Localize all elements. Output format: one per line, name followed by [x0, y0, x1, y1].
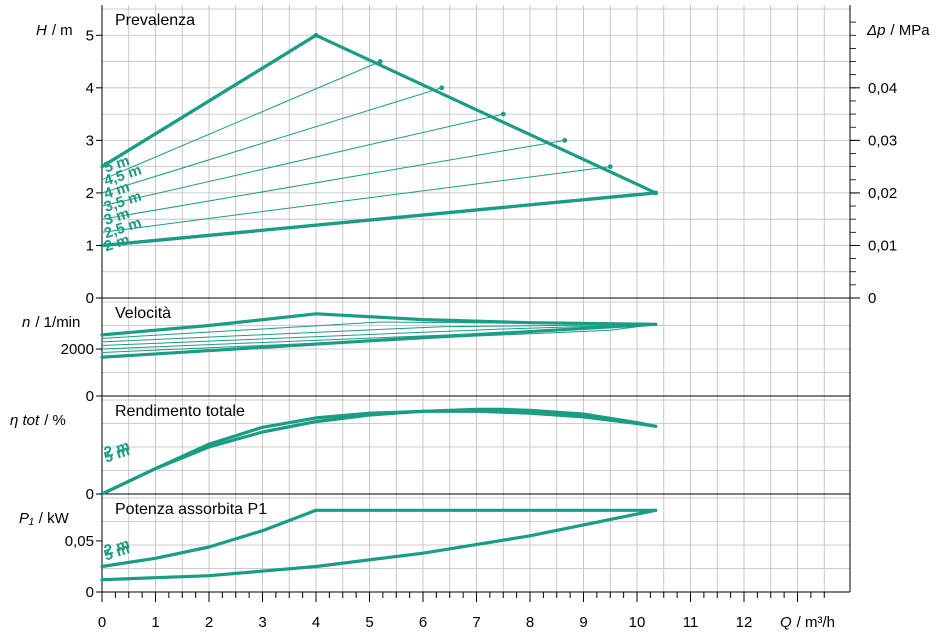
- curve-2-0: [102, 409, 656, 494]
- ylabel-rendimento: η tot / %: [10, 412, 66, 429]
- xtick-label: 7: [472, 614, 480, 631]
- xtick-label: 0: [98, 614, 106, 631]
- xtick-label: 4: [312, 614, 320, 631]
- ytick-label: 0: [86, 584, 94, 601]
- ytick-label: 4: [86, 80, 94, 97]
- xtick-label: 5: [365, 614, 373, 631]
- y2tick-label: 0,03: [868, 132, 897, 149]
- xtick-label: 12: [736, 614, 753, 631]
- curve-0-1: [102, 62, 380, 180]
- xlabel: Q / m³/h: [780, 614, 835, 631]
- ytick-label: 2: [86, 185, 94, 202]
- curve-end-dot: [608, 164, 613, 169]
- ytick-label: 0,05: [65, 533, 94, 550]
- y2label-pressure: Δp / MPa: [866, 22, 930, 39]
- curve-end-dot: [501, 112, 506, 117]
- curve-end-dot: [562, 138, 567, 143]
- y2tick-label: 0,02: [868, 185, 897, 202]
- xtick-label: 2: [205, 614, 213, 631]
- ytick-label: 3: [86, 132, 94, 149]
- y2tick-label: 0: [868, 290, 876, 307]
- curve-end-dot: [439, 85, 444, 90]
- ytick-label: 0: [86, 388, 94, 405]
- y2tick-label: 0,01: [868, 237, 897, 254]
- curve-end-dot: [378, 59, 383, 64]
- xtick-label: 11: [683, 614, 699, 631]
- xtick-label: 6: [419, 614, 427, 631]
- ytick-label: 1: [86, 237, 94, 254]
- panel-title-rendimento: Rendimento totale: [115, 403, 245, 420]
- curve-end-dot: [314, 33, 319, 38]
- ytick-label: 2000: [61, 341, 94, 358]
- ytick-label: 0: [86, 290, 94, 307]
- panel-title-velocita: Velocità: [115, 305, 171, 322]
- ytick-label: 5: [86, 27, 94, 44]
- xtick-label: 9: [579, 614, 587, 631]
- ylabel-velocita: n/ 1/min: [22, 314, 80, 331]
- xtick-label: 8: [526, 614, 534, 631]
- curve-end-dot: [653, 191, 658, 196]
- xtick-label: 10: [629, 614, 646, 631]
- y2tick-label: 0,04: [868, 80, 897, 97]
- ylabel-potenza: P₁ / kW: [19, 510, 70, 527]
- panel-title-prevalenza: Prevalenza: [115, 12, 195, 29]
- panel-title-potenza: Potenza assorbita P1: [115, 501, 267, 518]
- ytick-label: 0: [86, 486, 94, 503]
- xtick-label: 1: [151, 614, 159, 631]
- xtick-label: 3: [258, 614, 266, 631]
- ylabel-prevalenza: H / m: [36, 22, 73, 39]
